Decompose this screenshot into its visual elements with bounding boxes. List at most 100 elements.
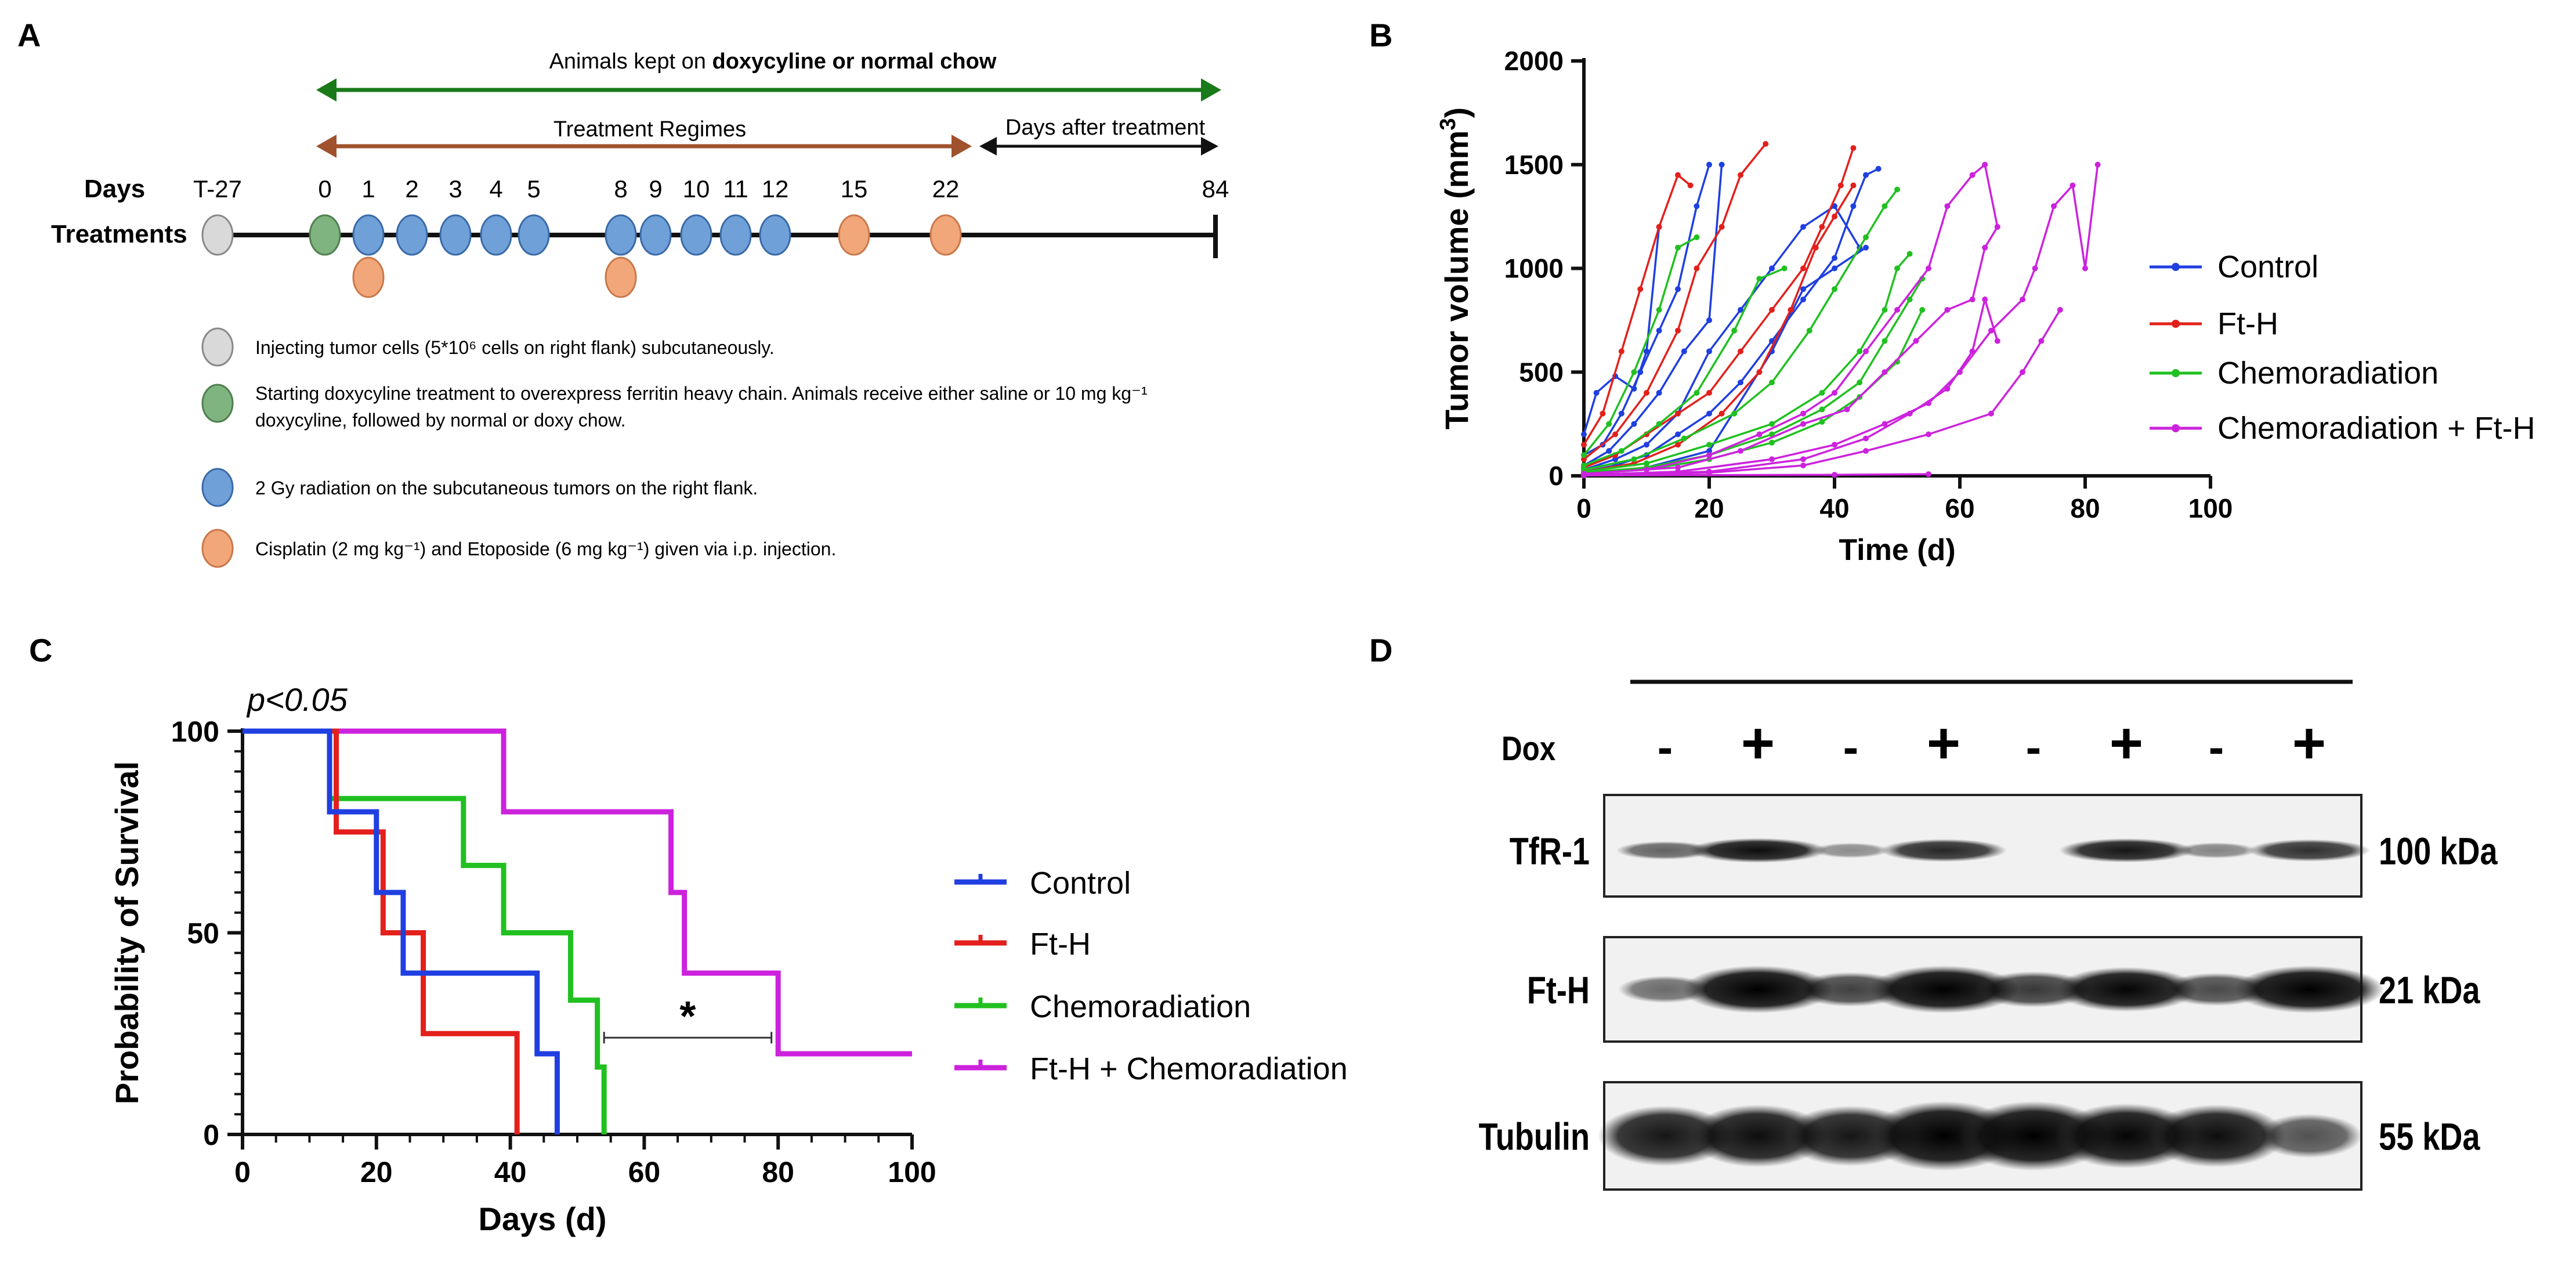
panel-c: C 0 50 100 0 20 40 60 80 100 Days (d) Probability …	[29, 632, 1348, 1237]
green-legend-dot	[201, 384, 234, 423]
data-point	[1637, 286, 1644, 292]
data-point	[1738, 172, 1743, 178]
data-point	[1894, 186, 1900, 193]
data-point	[1882, 203, 1888, 209]
data-point	[1982, 244, 1988, 251]
dox-minus: -	[1658, 721, 1673, 773]
blue-treatment-dot	[480, 214, 512, 256]
day-label: 9	[649, 175, 662, 203]
orange-legend-dot	[201, 529, 234, 568]
y-tick-label: 2000	[1504, 46, 1564, 76]
blue-treatment-dot	[518, 214, 550, 256]
data-point	[1618, 410, 1625, 417]
x-tick-label: 80	[762, 1156, 794, 1188]
data-point	[1944, 307, 1951, 313]
data-point	[1800, 462, 1806, 469]
blue-treatment-dot	[680, 214, 712, 256]
blot-row-label: Tubulin	[1479, 1115, 1590, 1158]
day-label: 4	[489, 175, 502, 203]
data-point	[1718, 410, 1725, 417]
day-label: 12	[762, 175, 789, 203]
data-point	[2051, 203, 2057, 209]
day-label: 3	[448, 175, 462, 203]
data-point	[1675, 172, 1681, 178]
data-point	[1894, 307, 1900, 313]
x-tick-label: 60	[628, 1156, 661, 1188]
data-point	[1819, 224, 1825, 230]
blue-treatment-dot	[759, 214, 791, 256]
blue-treatment-dot	[719, 214, 752, 256]
blot-band	[2248, 839, 2371, 862]
legend-description: Injecting tumor cells (5*10⁶ cells on ri…	[255, 337, 775, 358]
data-point	[1675, 286, 1681, 292]
data-point	[1769, 265, 1775, 272]
data-point	[1600, 410, 1606, 417]
data-point	[1581, 462, 1587, 469]
data-point	[1857, 380, 1863, 386]
data-point	[1581, 456, 1587, 462]
x-tick-label: 0	[234, 1156, 251, 1188]
data-point	[2020, 369, 2025, 375]
data-point	[1756, 276, 1763, 282]
series-line-control	[1583, 164, 1710, 456]
series-line-control	[1583, 204, 1861, 471]
data-point	[1988, 410, 1994, 417]
day-label: 0	[318, 175, 331, 203]
orange-treatment-dot	[352, 256, 385, 298]
x-tick-label: 60	[1945, 493, 1974, 523]
data-point	[1850, 203, 1857, 209]
data-point	[1844, 406, 1850, 413]
day-label: 22	[932, 175, 960, 203]
data-point	[1706, 410, 1712, 417]
data-point	[1988, 327, 1994, 334]
data-point	[1800, 297, 1806, 303]
dox-plus: +	[2110, 711, 2143, 776]
data-point	[1656, 390, 1662, 396]
data-point	[1763, 141, 1769, 147]
survival-curve-fth	[243, 728, 520, 1134]
data-point	[1857, 348, 1863, 355]
data-point	[1769, 456, 1775, 462]
data-point	[1832, 286, 1837, 292]
data-point	[1944, 203, 1951, 209]
data-point	[2070, 182, 2076, 189]
data-point	[1982, 297, 1988, 303]
legend-label: Chemoradiation	[2217, 356, 2438, 391]
timeline-days: T-27 0 1 2 3 4 5 8 9 10 11 12 15 22 84	[193, 175, 1229, 298]
survival-chart: 0 50 100 0 20 40 60 80 100 Days (d) Probability of…	[108, 681, 1348, 1237]
data-point	[1631, 369, 1637, 375]
blue-treatment-dot	[352, 214, 385, 256]
series-line-control	[1583, 164, 1723, 467]
data-point	[1706, 161, 1712, 168]
legend-marker	[2172, 369, 2180, 377]
data-point	[1706, 390, 1712, 396]
blue-treatment-dot	[439, 214, 472, 256]
data-point	[1850, 145, 1857, 151]
data-point	[2032, 265, 2038, 272]
blue-treatment-dot	[396, 214, 428, 256]
blot-band	[2147, 1104, 2286, 1168]
survival-curve-combo	[243, 728, 912, 1057]
data-point	[1913, 338, 1919, 344]
data-point	[1718, 224, 1725, 230]
data-point	[2038, 338, 2045, 344]
data-point	[1687, 182, 1694, 189]
data-point	[1731, 327, 1738, 334]
blot-band	[1812, 843, 1890, 858]
western-blot: - + - + - + - + TfR-1 100 kDa Ft-H 21 kDa Tubulin 55 …	[1479, 711, 2498, 1191]
day-label: 84	[1202, 175, 1229, 203]
x-axis-label: Time (d)	[1839, 533, 1955, 567]
data-point	[1863, 448, 1869, 454]
series-line-combo	[1583, 162, 1999, 475]
p-value-annotation: p<0.05	[246, 681, 348, 718]
data-point	[1644, 442, 1649, 448]
data-point	[1832, 214, 1837, 220]
legend-description: 2 Gy radiation on the subcutaneous tumor…	[255, 478, 758, 498]
data-point	[1819, 406, 1825, 413]
data-point	[1618, 448, 1625, 454]
data-point	[1612, 456, 1618, 462]
data-point	[1644, 460, 1649, 467]
data-point	[1681, 435, 1687, 442]
data-point	[1738, 448, 1743, 454]
data-point	[1694, 265, 1700, 272]
